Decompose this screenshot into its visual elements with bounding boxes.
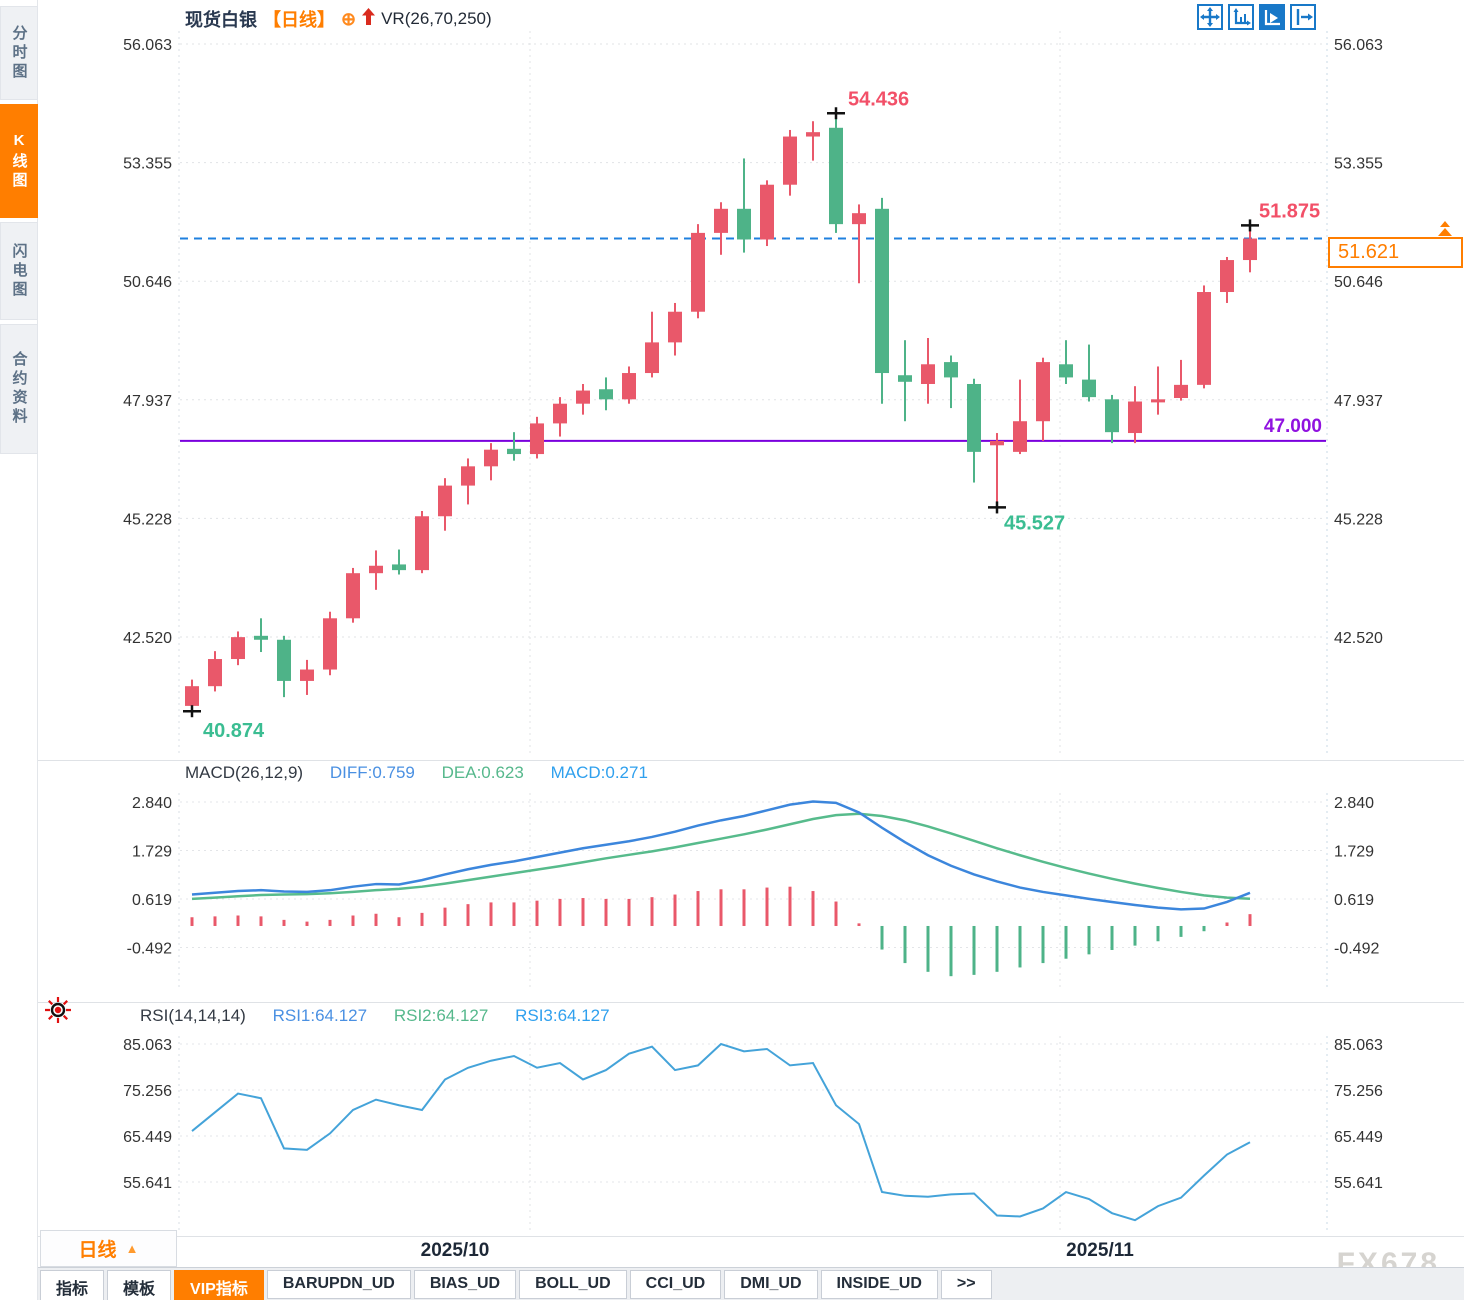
macd-name[interactable]: MACD(26,12,9) — [185, 763, 304, 782]
svg-text:2.840: 2.840 — [132, 795, 172, 812]
tab-indicators[interactable]: 指标 — [40, 1270, 105, 1300]
panel-separator-1 — [38, 760, 1464, 761]
annotations: 54.436 51.875 45.527 40.874 — [183, 88, 1320, 742]
svg-text:75.256: 75.256 — [1334, 1083, 1383, 1100]
svg-text:51.875: 51.875 — [1259, 200, 1320, 222]
left-sidebar: 分时图 K线图 闪电图 合约资料 — [0, 0, 38, 1300]
svg-text:45.527: 45.527 — [1004, 512, 1065, 534]
svg-text:-0.492: -0.492 — [127, 941, 172, 958]
candles — [185, 115, 1257, 710]
svg-text:40.874: 40.874 — [203, 720, 265, 742]
x-axis-line — [38, 1236, 1464, 1237]
axis-labels: 56.063 56.063 53.355 53.355 50.646 50.646 47.9… — [123, 37, 1383, 1261]
svg-text:53.355: 53.355 — [123, 156, 172, 173]
svg-text:47.937: 47.937 — [1334, 393, 1383, 410]
svg-text:56.063: 56.063 — [1334, 37, 1383, 54]
sidebar-tab-timeline[interactable]: 分时图 — [0, 6, 38, 100]
svg-text:45.228: 45.228 — [1334, 511, 1383, 528]
red-up-arrow-icon — [362, 8, 376, 30]
macd-header: MACD(26,12,9) DIFF:0.759 DEA:0.623 MACD:… — [185, 763, 670, 783]
axis-play-icon[interactable] — [1259, 4, 1285, 30]
svg-text:0.619: 0.619 — [132, 892, 172, 909]
sidebar-tab-flash[interactable]: 闪电图 — [0, 222, 38, 320]
svg-text:50.646: 50.646 — [1334, 274, 1383, 291]
tab-more[interactable]: >> — [940, 1270, 992, 1299]
svg-text:1.729: 1.729 — [132, 844, 172, 861]
price-up-marker-icon — [1438, 221, 1452, 237]
tab-templates[interactable]: 模板 — [107, 1270, 172, 1300]
macd-diff-value: DIFF:0.759 — [329, 763, 415, 782]
svg-text:-0.492: -0.492 — [1334, 941, 1379, 958]
indicator-tabbar: 指标 模板 VIP指标 BARUPDN_UD BIAS_UD BOLL_UD C… — [38, 1267, 1464, 1300]
macd-plot — [190, 800, 1252, 977]
pan-crosshair-icon[interactable] — [1197, 4, 1223, 30]
period-dropdown-arrow-icon: ▲ — [125, 1241, 139, 1256]
last-price-tag[interactable]: 51.621 — [1328, 237, 1463, 268]
chart-header: 现货白银 【日线】 ⊕ VR(26,70,250) — [185, 6, 492, 32]
symbol-title: 现货白银 — [185, 10, 257, 30]
panel-separator-2 — [38, 1002, 1464, 1003]
sidebar-tab-contract[interactable]: 合约资料 — [0, 324, 38, 454]
svg-text:55.641: 55.641 — [123, 1175, 172, 1192]
rsi-name[interactable]: RSI(14,14,14) — [140, 1006, 246, 1025]
add-indicator-icon[interactable]: ⊕ — [341, 8, 357, 29]
rsi-header: RSI(14,14,14) RSI1:64.127 RSI2:64.127 RS… — [140, 1006, 632, 1026]
rsi-plot — [191, 1042, 1251, 1222]
svg-text:47.000: 47.000 — [1264, 416, 1322, 437]
rsi1-value: RSI1:64.127 — [272, 1006, 368, 1025]
tab-inside-ud[interactable]: INSIDE_UD — [820, 1270, 938, 1299]
zoom-axis-icon[interactable] — [1228, 4, 1254, 30]
period-selector[interactable]: 日线 ▲ — [40, 1230, 177, 1267]
svg-text:47.937: 47.937 — [123, 393, 172, 410]
hot-indicator-icon[interactable] — [44, 996, 72, 1029]
svg-text:85.063: 85.063 — [1334, 1037, 1383, 1054]
svg-text:85.063: 85.063 — [123, 1037, 172, 1054]
gridlines — [178, 31, 1328, 1234]
tab-boll-ud[interactable]: BOLL_UD — [519, 1270, 627, 1299]
sidebar-tab-kline[interactable]: K线图 — [0, 104, 38, 218]
svg-text:45.228: 45.228 — [123, 511, 172, 528]
tab-barupdn-ud[interactable]: BARUPDN_UD — [266, 1270, 411, 1299]
svg-text:65.449: 65.449 — [123, 1129, 172, 1146]
rsi2-value: RSI2:64.127 — [393, 1006, 489, 1025]
rsi3-value: RSI3:64.127 — [515, 1006, 610, 1025]
svg-text:2.840: 2.840 — [1334, 795, 1374, 812]
svg-text:55.641: 55.641 — [1334, 1175, 1383, 1192]
macd-macd-value: MACD:0.271 — [550, 763, 648, 782]
tab-cci-ud[interactable]: CCI_UD — [629, 1270, 722, 1299]
svg-text:42.520: 42.520 — [1334, 630, 1383, 647]
svg-text:53.355: 53.355 — [1334, 156, 1383, 173]
svg-text:42.520: 42.520 — [123, 630, 172, 647]
svg-text:54.436: 54.436 — [848, 88, 909, 110]
period-selector-label: 日线 — [78, 1240, 117, 1261]
level-lines: 47.000 — [180, 237, 1326, 442]
collapse-right-icon[interactable] — [1290, 4, 1316, 30]
tab-vip-indicators[interactable]: VIP指标 — [174, 1270, 264, 1300]
tab-dmi-ud[interactable]: DMI_UD — [724, 1270, 818, 1299]
chart-toolbar — [1197, 4, 1316, 30]
svg-text:65.449: 65.449 — [1334, 1129, 1383, 1146]
period-tag: 【日线】 — [263, 10, 335, 30]
svg-text:2025/11: 2025/11 — [1066, 1240, 1134, 1261]
svg-text:56.063: 56.063 — [123, 37, 172, 54]
svg-text:1.729: 1.729 — [1334, 844, 1374, 861]
macd-dea-value: DEA:0.623 — [441, 763, 524, 782]
svg-text:75.256: 75.256 — [123, 1083, 172, 1100]
svg-text:2025/10: 2025/10 — [421, 1240, 490, 1261]
vr-indicator-label[interactable]: VR(26,70,250) — [381, 9, 492, 28]
svg-text:0.619: 0.619 — [1334, 892, 1374, 909]
svg-text:50.646: 50.646 — [123, 274, 172, 291]
tab-bias-ud[interactable]: BIAS_UD — [413, 1270, 517, 1299]
